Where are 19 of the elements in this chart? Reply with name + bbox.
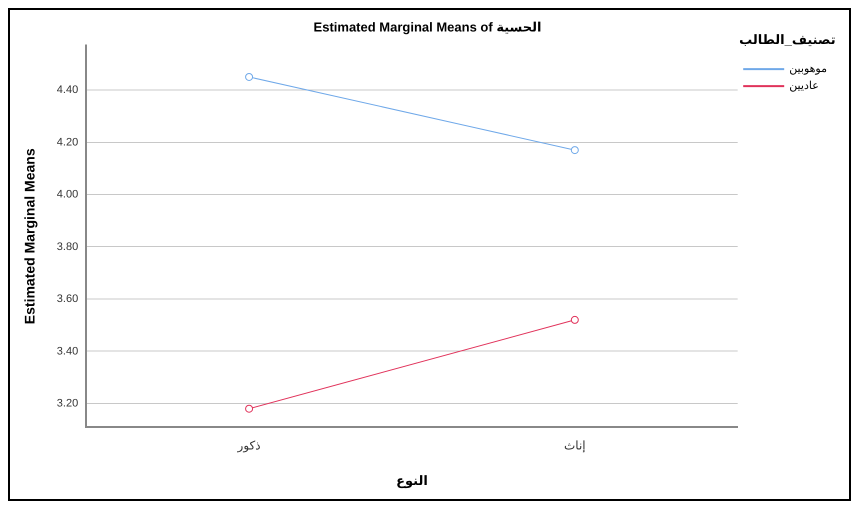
legend-label: عاديين <box>789 80 819 92</box>
chart-title: Estimated Marginal Means of الحسية <box>314 19 542 34</box>
x-tick-label: إناث <box>564 438 586 453</box>
point <box>245 404 254 413</box>
y-tick-label: 3.80 <box>56 240 78 253</box>
legend-title: تصنيف_الطالب <box>739 32 836 48</box>
y-tick-label: 3.20 <box>56 398 78 410</box>
x-tick-label: ذكور <box>236 438 261 453</box>
y-tick-label: 4.20 <box>56 136 78 148</box>
point <box>570 316 579 324</box>
y-tick-label: 3.40 <box>56 345 78 358</box>
point <box>245 72 254 81</box>
y-tick-label: 4.40 <box>56 84 78 96</box>
legend-label: موهوبين <box>789 63 828 76</box>
y-tick-label: 3.60 <box>56 293 78 306</box>
y-axis-title: Estimated Marginal Means <box>21 148 38 324</box>
point <box>570 146 579 154</box>
x-axis-title: النوع <box>396 472 428 489</box>
y-tick-label: 4.00 <box>56 188 78 201</box>
